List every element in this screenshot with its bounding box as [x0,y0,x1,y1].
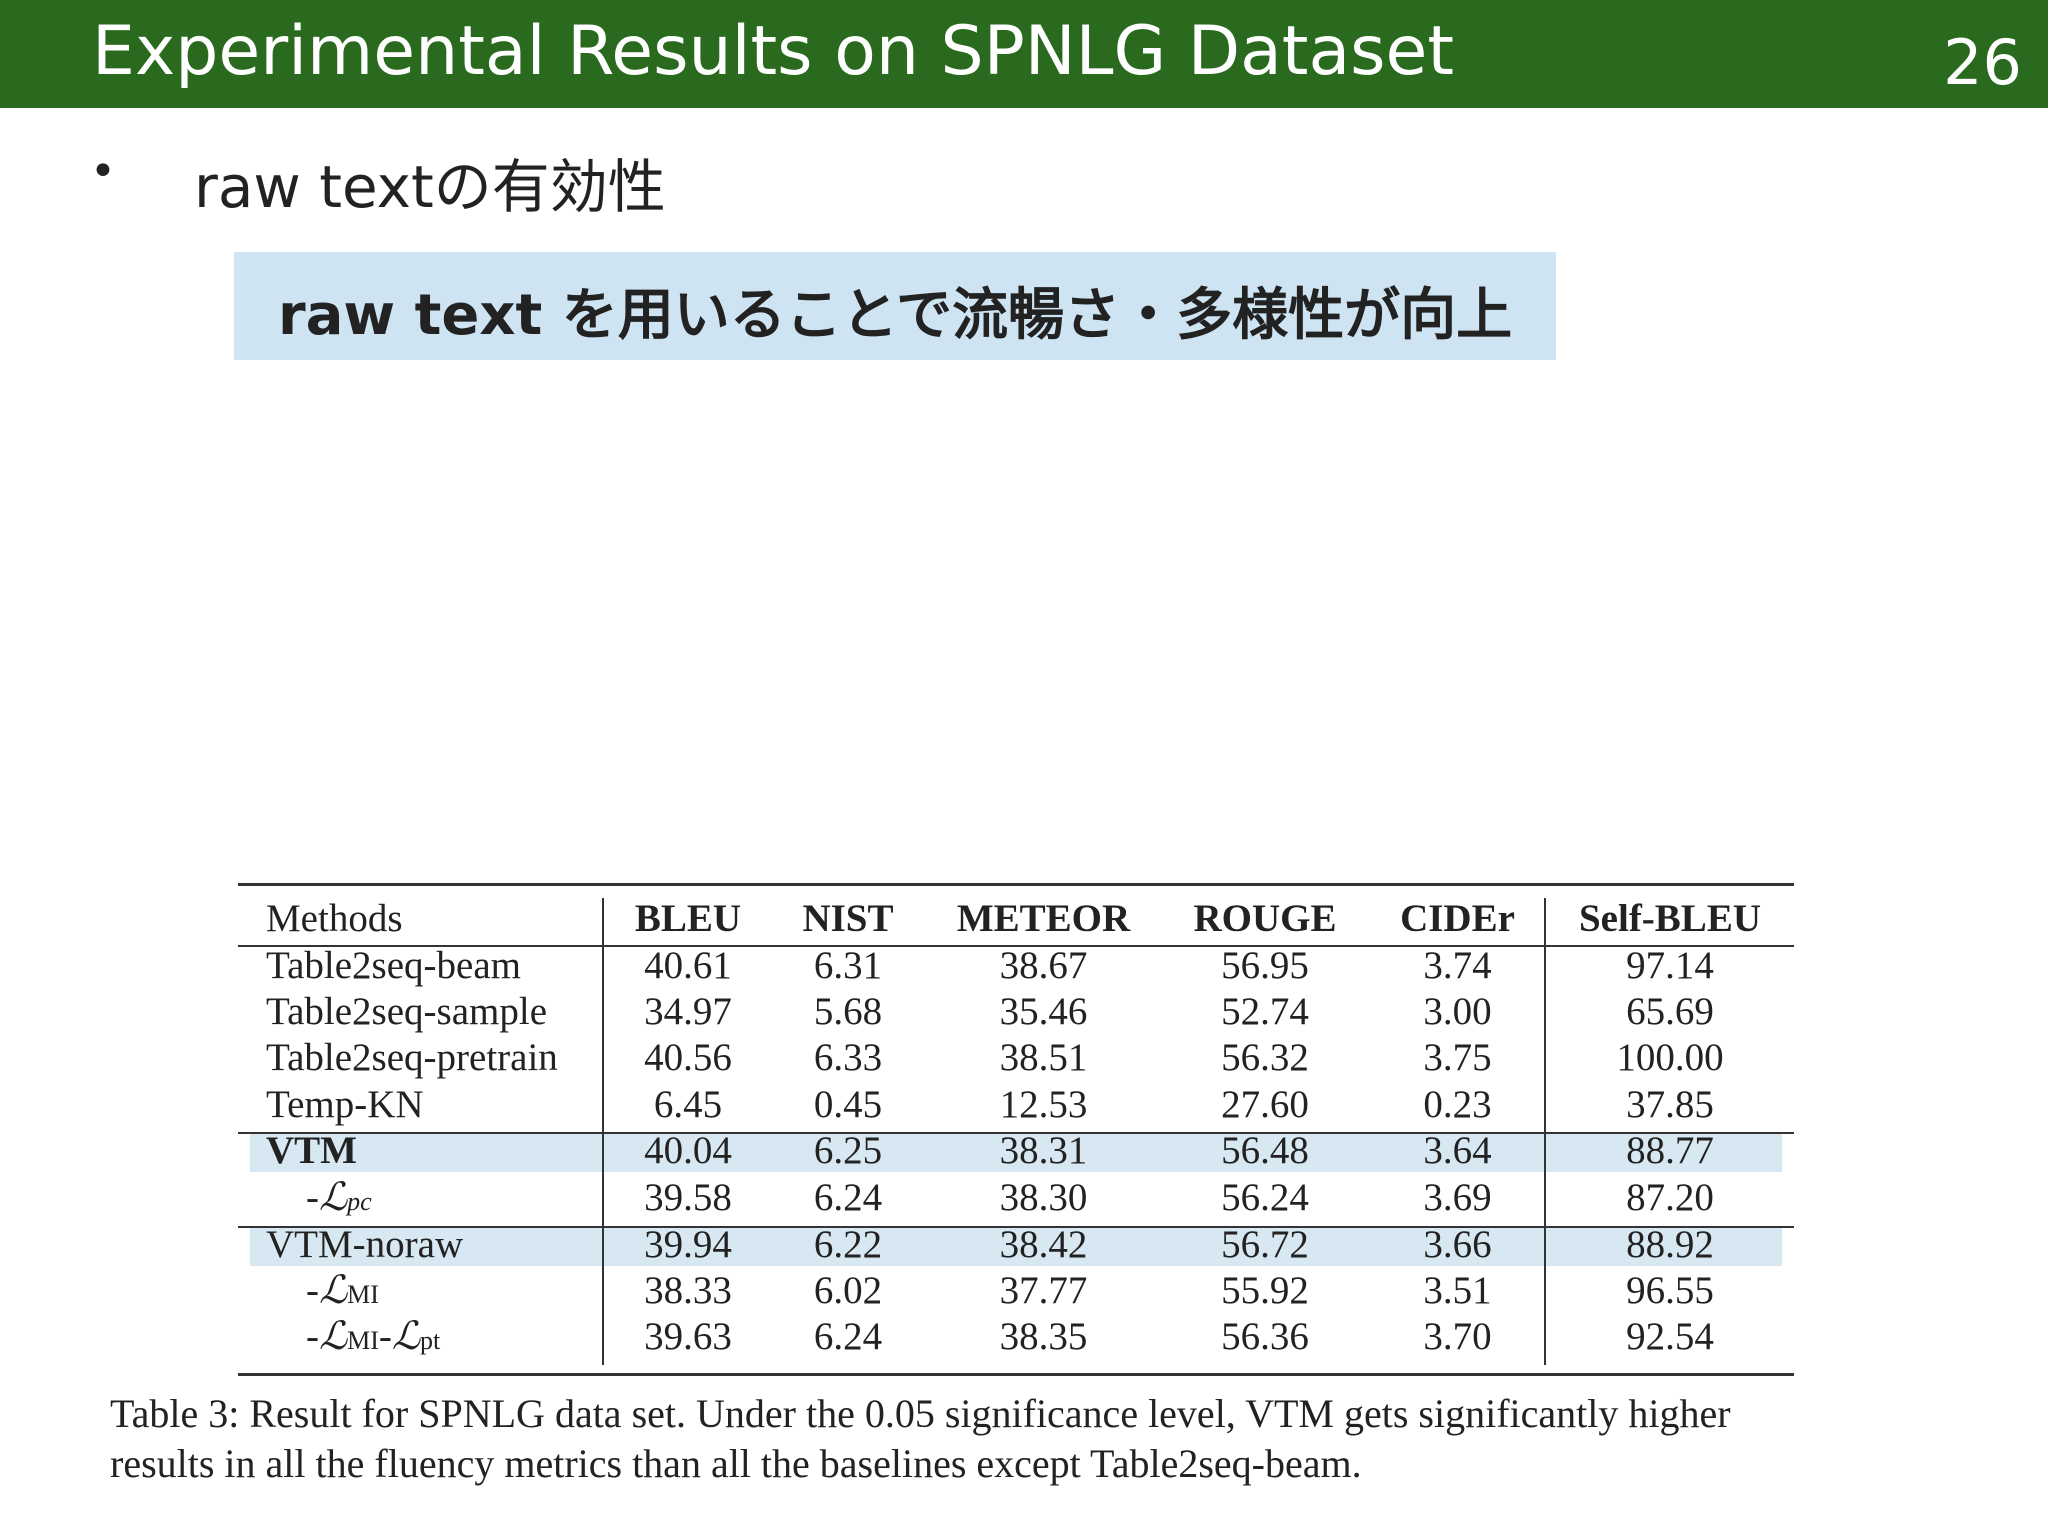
row-method: Table2seq-sample [266,990,547,1033]
table-group-rule-1 [238,1132,1794,1134]
cell-bleu: 38.33 [644,1269,732,1312]
cell-meteor: 37.77 [999,1269,1088,1312]
cell-cider: 3.51 [1423,1269,1492,1312]
table-vrule-selfbleu [1544,898,1546,1365]
cell-nist: 6.02 [813,1269,883,1312]
callout-box: raw text を用いることで流暢さ・多様性が向上 [234,252,1556,360]
cell-selfbleu: 37.85 [1626,1083,1714,1126]
cell-cider: 3.66 [1423,1223,1492,1266]
cell-meteor: 38.30 [999,1176,1088,1219]
cell-selfbleu: 88.77 [1626,1129,1714,1172]
vtm-noraw-row-highlight [250,1228,1782,1266]
cell-rouge: 56.36 [1221,1315,1309,1358]
col-header-cider: CIDEr [1400,897,1515,940]
table-top-rule [238,883,1794,886]
cell-cider: 0.23 [1423,1083,1492,1126]
cell-bleu: 39.58 [644,1176,732,1219]
cell-rouge: 56.32 [1221,1036,1309,1079]
table-caption-line-1: Table 3: Result for SPNLG data set. Unde… [110,1391,1731,1436]
cell-cider: 3.00 [1423,990,1492,1033]
table-vrule-methods [602,898,604,1365]
cell-meteor: 38.35 [999,1315,1088,1358]
cell-nist: 6.31 [813,944,883,987]
col-header-bleu: BLEU [634,897,742,940]
cell-bleu: 40.56 [644,1036,732,1079]
col-header-nist: NIST [802,897,894,940]
table-group-rule-2 [238,1226,1794,1228]
slide-title: Experimental Results on SPNLG Dataset [92,12,1455,91]
cell-bleu: 34.97 [644,990,732,1033]
cell-meteor: 12.53 [999,1083,1088,1126]
cell-bleu: 39.63 [644,1315,732,1358]
cell-meteor: 38.31 [999,1129,1088,1172]
bullet-text: raw textの有効性 [194,153,666,221]
row-method-ablation: -ℒMI [306,1269,379,1312]
row-method: Table2seq-beam [266,944,521,987]
col-header-methods: Methods [266,897,403,940]
cell-rouge: 56.24 [1221,1176,1309,1219]
cell-selfbleu: 92.54 [1626,1315,1714,1358]
col-header-rouge: ROUGE [1193,897,1337,940]
cell-selfbleu: 97.14 [1626,944,1714,987]
cell-rouge: 56.72 [1221,1223,1309,1266]
slide-header: Experimental Results on SPNLG Dataset 26 [0,0,2048,108]
page-number: 26 [1943,26,2022,99]
cell-meteor: 38.67 [999,944,1088,987]
cell-bleu: 6.45 [653,1083,723,1126]
cell-nist: 0.45 [813,1083,883,1126]
table-bottom-rule [238,1373,1794,1376]
col-header-meteor: METEOR [956,897,1131,940]
callout-text: raw text を用いることで流暢さ・多様性が向上 [278,283,1513,348]
cell-selfbleu: 65.69 [1626,990,1714,1033]
col-header-selfbleu: Self-BLEU [1578,897,1761,940]
row-method: VTM-noraw [266,1223,464,1266]
cell-nist: 6.24 [813,1315,883,1358]
cell-bleu: 40.61 [644,944,732,987]
cell-rouge: 52.74 [1221,990,1309,1033]
cell-cider: 3.64 [1423,1129,1492,1172]
cell-bleu: 40.04 [644,1129,732,1172]
bullet-icon: • [90,146,116,197]
cell-cider: 3.69 [1423,1176,1492,1219]
table-header-rule [238,945,1794,947]
row-method-ablation: -ℒMI-ℒpt [306,1315,441,1358]
cell-nist: 6.25 [813,1129,883,1172]
cell-selfbleu: 87.20 [1626,1176,1714,1219]
cell-rouge: 56.95 [1221,944,1309,987]
row-method: Temp-KN [266,1083,424,1126]
cell-cider: 3.75 [1423,1036,1492,1079]
cell-selfbleu: 88.92 [1626,1223,1714,1266]
cell-nist: 6.22 [813,1223,883,1266]
cell-selfbleu: 96.55 [1626,1269,1714,1312]
cell-cider: 3.70 [1423,1315,1492,1358]
cell-nist: 6.24 [813,1176,883,1219]
cell-meteor: 35.46 [999,990,1088,1033]
cell-meteor: 38.42 [999,1223,1088,1266]
cell-rouge: 27.60 [1221,1083,1309,1126]
row-method-ablation: -ℒpc [306,1176,372,1219]
row-method: VTM [266,1129,357,1172]
cell-meteor: 38.51 [999,1036,1088,1079]
cell-selfbleu: 100.00 [1616,1036,1724,1079]
cell-bleu: 39.94 [644,1223,732,1266]
row-method: Table2seq-pretrain [266,1036,558,1079]
cell-cider: 3.74 [1423,944,1492,987]
cell-nist: 6.33 [813,1036,883,1079]
cell-rouge: 55.92 [1221,1269,1309,1312]
vtm-row-highlight [250,1134,1782,1172]
cell-rouge: 56.48 [1221,1129,1309,1172]
cell-nist: 5.68 [813,990,883,1033]
table-caption-line-2: results in all the fluency metrics than … [110,1441,1362,1486]
